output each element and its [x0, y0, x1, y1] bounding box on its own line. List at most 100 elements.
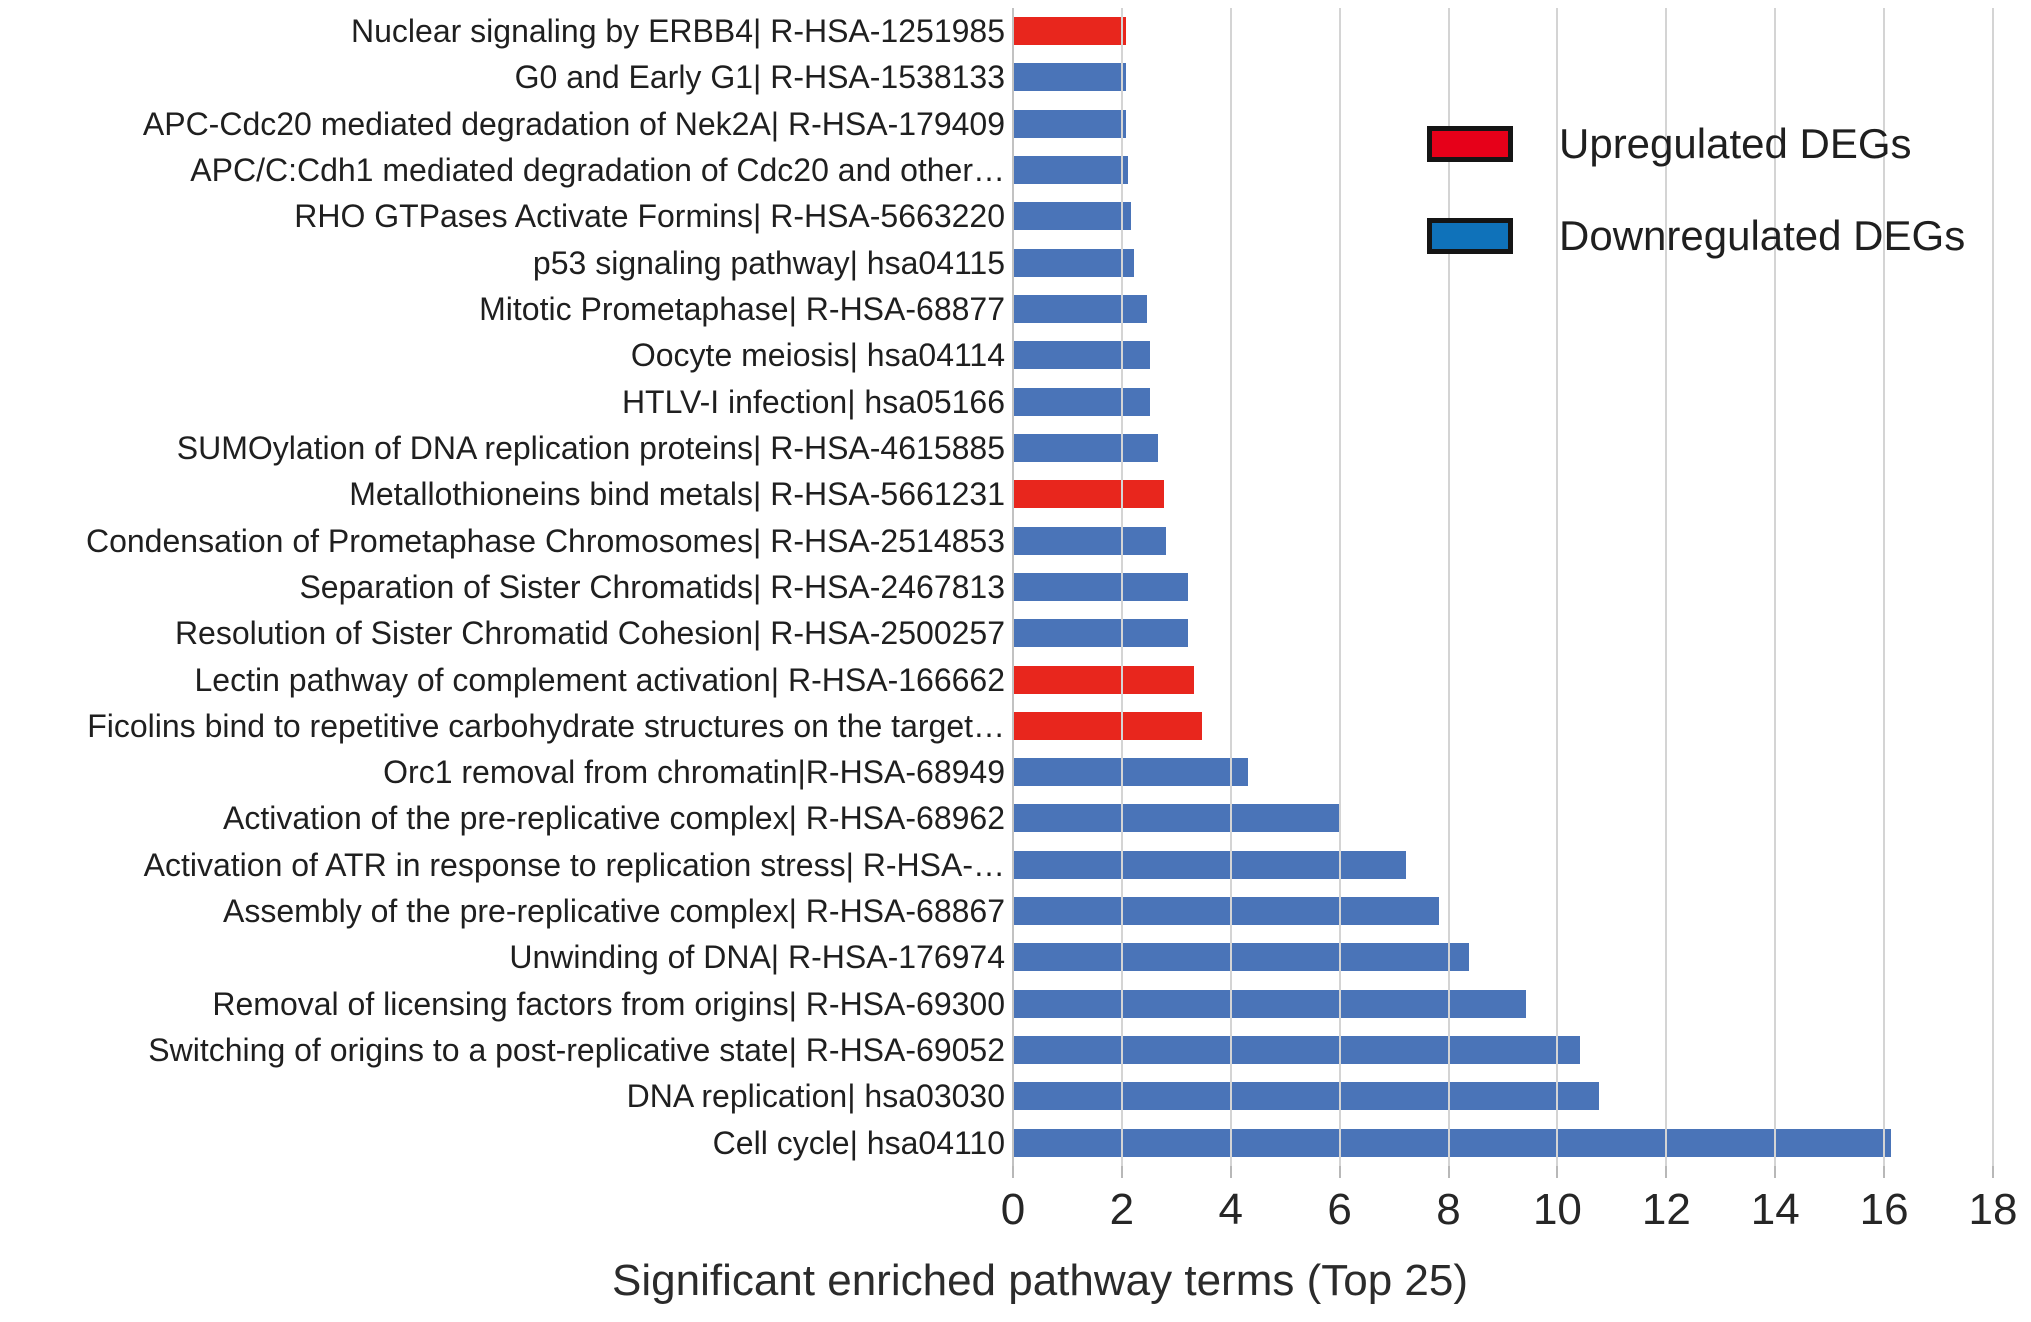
y-label: Cell cycle| hsa04110 [712, 1124, 1005, 1161]
tick-label-x-6: 6 [1327, 1185, 1352, 1234]
plot-area: 0 2 4 6 8 10 12 14 16 18 [1001, 8, 2017, 1234]
y-label: Oocyte meiosis| hsa04114 [630, 337, 1005, 374]
y-label-row: APC/C:Cdh1 mediated degradation of Cdc20… [0, 147, 1005, 193]
tick-x-16 [1883, 1166, 1886, 1178]
gridline-x-10 [1556, 8, 1559, 1166]
y-label: Metallothioneins bind metals| R-HSA-5661… [349, 476, 1005, 513]
y-label-row: HTLV-I infection| hsa05166 [0, 379, 1005, 425]
downregulated-bar-13 [1014, 619, 1189, 648]
y-label-row: Removal of licensing factors from origin… [0, 981, 1005, 1027]
tick-x-10 [1556, 1166, 1559, 1178]
downregulated-bar-19 [1014, 897, 1439, 926]
y-label-row: Switching of origins to a post-replicati… [0, 1027, 1005, 1073]
y-label: APC-Cdc20 mediated degradation of Nek2A|… [142, 105, 1005, 142]
y-label: Switching of origins to a post-replicati… [148, 1032, 1005, 1069]
y-label-row: Cell cycle| hsa04110 [0, 1120, 1005, 1166]
legend-label-downregulated: Downregulated DEGs [1559, 212, 1966, 259]
y-label: Orc1 removal from chromatin|R-HSA-68949 [383, 754, 1005, 791]
y-label-row: Ficolins bind to repetitive carbohydrate… [0, 703, 1005, 749]
bar-row [1013, 54, 1993, 100]
downregulated-bar-2 [1014, 109, 1126, 138]
gridline-x-12 [1665, 8, 1668, 1166]
gridline-x-2 [1120, 8, 1123, 1166]
y-label-row: Nuclear signaling by ERBB4| R-HSA-125198… [0, 8, 1005, 54]
upregulated-swatch [1427, 126, 1513, 162]
bar-row [1013, 610, 1993, 656]
bar-row [1013, 286, 1993, 332]
y-label: RHO GTPases Activate Formins| R-HSA-5663… [294, 198, 1005, 235]
y-label-row: Activation of ATR in response to replica… [0, 842, 1005, 888]
downregulated-bar-18 [1014, 850, 1406, 879]
bars-area [1013, 8, 1993, 1166]
downregulated-bar-7 [1014, 341, 1151, 370]
gridline-x-16 [1883, 8, 1886, 1166]
bar-row [1013, 1120, 1993, 1166]
y-axis-labels: Nuclear signaling by ERBB4| R-HSA-125198… [0, 8, 1005, 1166]
bar-row [1013, 517, 1993, 563]
tick-label-x-12: 12 [1641, 1185, 1691, 1234]
y-label: HTLV-I infection| hsa05166 [621, 383, 1005, 420]
y-label: SUMOylation of DNA replication proteins|… [176, 429, 1005, 466]
y-label-row: Mitotic Prometaphase| R-HSA-68877 [0, 286, 1005, 332]
tick-label-x-0: 0 [1000, 1185, 1026, 1234]
y-label-row: Unwinding of DNA| R-HSA-176974 [0, 934, 1005, 980]
tick-x-14 [1774, 1166, 1777, 1178]
y-label: G0 and Early G1| R-HSA-1538133 [514, 59, 1005, 96]
tick-x-2 [1120, 1166, 1123, 1178]
gridline-x-0 [1012, 8, 1014, 1166]
downregulated-bar-4 [1014, 202, 1132, 231]
tick-x-4 [1229, 1166, 1232, 1178]
tick-x-0 [1012, 1166, 1014, 1178]
bar-row [1013, 425, 1993, 471]
y-label: Ficolins bind to repetitive carbohydrate… [87, 707, 1005, 744]
tick-label-x-2: 2 [1109, 1185, 1135, 1234]
downregulated-bar-24 [1014, 1128, 1891, 1157]
gridline-x-4 [1229, 8, 1232, 1166]
downregulated-swatch [1427, 218, 1513, 254]
gridline-x-14 [1774, 8, 1777, 1166]
downregulated-bar-8 [1014, 387, 1151, 416]
y-label-row: p53 signaling pathway| hsa04115 [0, 240, 1005, 286]
tick-label-x-14: 14 [1750, 1185, 1800, 1234]
downregulated-bar-22 [1014, 1036, 1581, 1065]
downregulated-bar-20 [1014, 943, 1469, 972]
y-label: Resolution of Sister Chromatid Cohesion|… [174, 615, 1005, 652]
y-label: Nuclear signaling by ERBB4| R-HSA-125198… [351, 13, 1005, 50]
bar-row [1013, 193, 1993, 239]
y-label-row: Resolution of Sister Chromatid Cohesion|… [0, 610, 1005, 656]
tick-label-x-16: 16 [1859, 1185, 1909, 1234]
downregulated-bar-21 [1014, 989, 1526, 1018]
bar-row [1013, 1027, 1993, 1073]
downregulated-bar-12 [1014, 572, 1189, 601]
bar-row [1013, 888, 1993, 934]
downregulated-bar-6 [1014, 295, 1148, 324]
tick-x-12 [1665, 1166, 1668, 1178]
y-label-row: Activation of the pre-replicative comple… [0, 795, 1005, 841]
tick-x-18 [1992, 1166, 1994, 1178]
bar-row [1013, 981, 1993, 1027]
y-label-row: Orc1 removal from chromatin|R-HSA-68949 [0, 749, 1005, 795]
upregulated-bar-10 [1014, 480, 1164, 509]
y-label-row: Oocyte meiosis| hsa04114 [0, 332, 1005, 378]
y-label: Unwinding of DNA| R-HSA-176974 [509, 939, 1005, 976]
y-label-row: Assembly of the pre-replicative complex|… [0, 888, 1005, 934]
gridline-x-18 [1992, 8, 1994, 1166]
downregulated-bar-16 [1014, 758, 1249, 787]
tick-x-8 [1447, 1166, 1450, 1178]
y-label-row: Condensation of Prometaphase Chromosomes… [0, 517, 1005, 563]
downregulated-bar-9 [1014, 433, 1159, 462]
bar-row [1013, 564, 1993, 610]
y-label: Activation of the pre-replicative comple… [223, 800, 1005, 837]
bar-row [1013, 147, 1993, 193]
y-label-row: SUMOylation of DNA replication proteins|… [0, 425, 1005, 471]
y-label: Lectin pathway of complement activation|… [194, 661, 1005, 698]
y-label: Activation of ATR in response to replica… [143, 846, 1005, 883]
upregulated-bar-0 [1014, 17, 1126, 46]
bar-row [1013, 332, 1993, 378]
bar-row [1013, 703, 1993, 749]
bar-row [1013, 8, 1993, 54]
tick-label-x-10: 10 [1532, 1185, 1582, 1234]
tick-label-x-8: 8 [1436, 1185, 1461, 1234]
bar-row [1013, 749, 1993, 795]
y-label: Separation of Sister Chromatids| R-HSA-2… [299, 568, 1005, 605]
